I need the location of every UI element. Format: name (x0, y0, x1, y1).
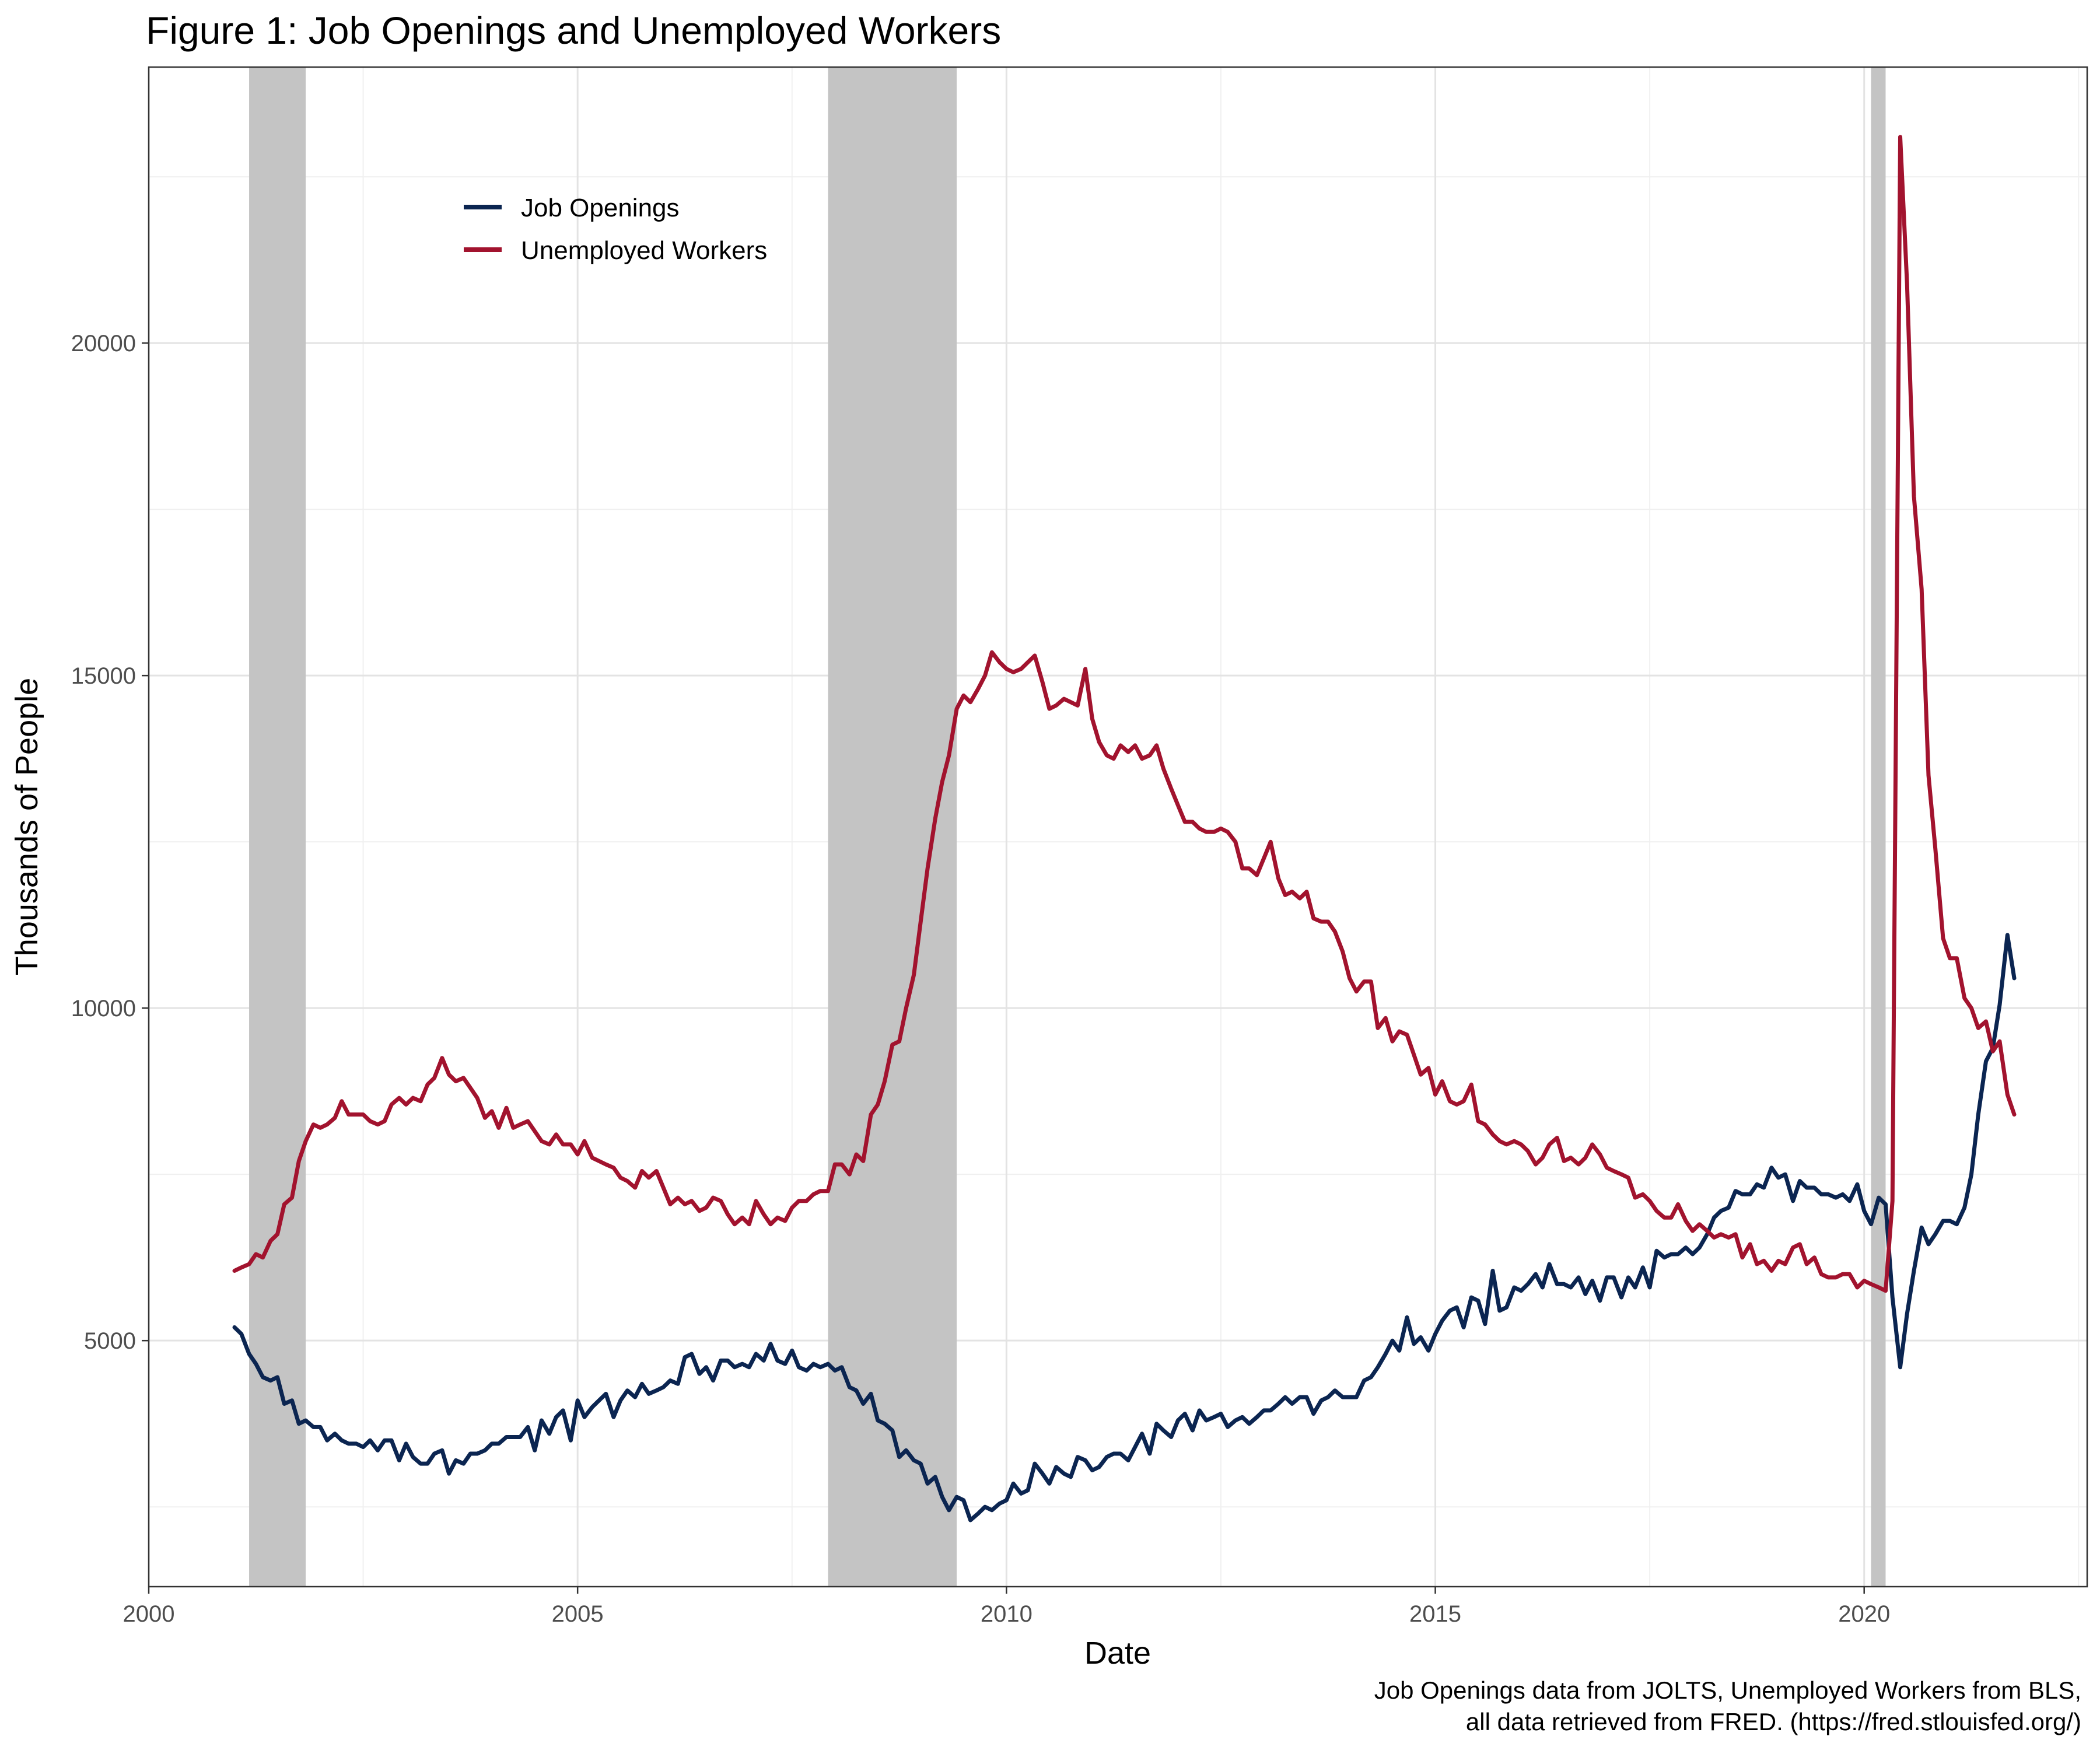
y-axis-title: Thousands of People (9, 678, 44, 975)
legend-label-unemployed-workers: Unemployed Workers (521, 236, 767, 265)
recession-band (828, 67, 957, 1587)
x-tick-label: 2015 (1409, 1601, 1461, 1627)
y-tick-label: 20000 (71, 331, 136, 356)
x-tick-label: 2000 (123, 1601, 175, 1627)
series-lines (232, 135, 2017, 1522)
y-tick-label: 5000 (84, 1328, 136, 1354)
y-axis: 5000 10000 15000 20000 (71, 331, 149, 1354)
legend: Job Openings Unemployed Workers (464, 194, 767, 265)
series-unemployed-workers (232, 135, 2017, 1293)
y-tick-label: 15000 (71, 663, 136, 689)
series-job-openings (232, 933, 2017, 1522)
chart-title: Figure 1: Job Openings and Unemployed Wo… (146, 9, 1001, 52)
y-tick-label: 10000 (71, 996, 136, 1021)
recession-band (1871, 67, 1886, 1587)
legend-label-job-openings: Job Openings (521, 194, 680, 222)
plot-border (148, 66, 2088, 1588)
plot-panel (149, 67, 2087, 1587)
caption-line-2: all data retrieved from FRED. (https://f… (1466, 1708, 2081, 1735)
recession-band (249, 67, 306, 1587)
caption-line-1: Job Openings data from JOLTS, Unemployed… (1374, 1676, 2081, 1704)
x-axis: 2000 2005 2010 2015 2020 (123, 1587, 1890, 1627)
x-tick-label: 2020 (1838, 1601, 1890, 1627)
x-tick-label: 2005 (552, 1601, 604, 1627)
x-tick-label: 2010 (981, 1601, 1032, 1627)
x-axis-title: Date (1084, 1636, 1151, 1671)
recession-bands (249, 67, 1886, 1587)
